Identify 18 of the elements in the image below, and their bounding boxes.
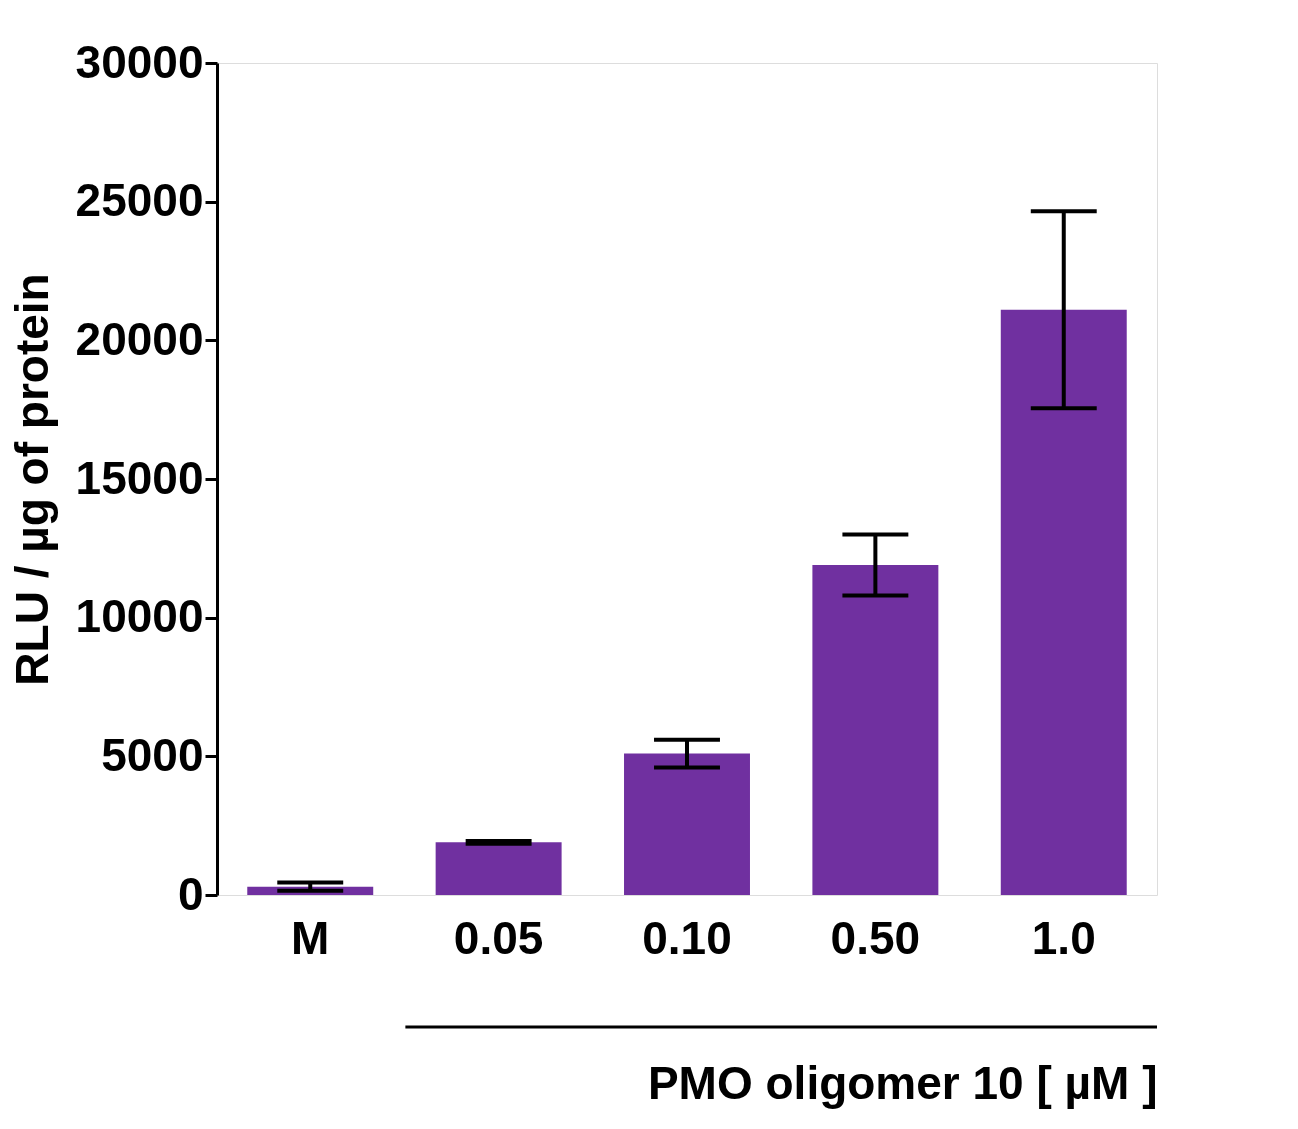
y-tick-label: 15000 [75, 451, 204, 504]
x-tick-label: M [291, 911, 330, 964]
y-tick-label: 5000 [101, 728, 204, 781]
bar [812, 564, 939, 895]
x-tick-label: 0.05 [453, 911, 544, 964]
x-tick-label: 0.10 [642, 911, 732, 964]
x-tick-label: 0.50 [830, 911, 921, 964]
x-tick-label: 1.0 [1031, 911, 1096, 964]
y-tick-label: 10000 [75, 590, 204, 643]
x-axis-title: PMO oligomer 10 [ µM ] [647, 1056, 1158, 1109]
bar [624, 753, 750, 895]
y-axis-title: RLU / µg of protein [5, 273, 58, 686]
bar [435, 842, 562, 895]
y-tick-label: 20000 [75, 312, 204, 365]
y-tick-label: 25000 [75, 174, 204, 227]
y-tick-label: 0 [177, 867, 204, 920]
y-tick-label: 30000 [75, 35, 204, 88]
bar [1000, 309, 1127, 895]
